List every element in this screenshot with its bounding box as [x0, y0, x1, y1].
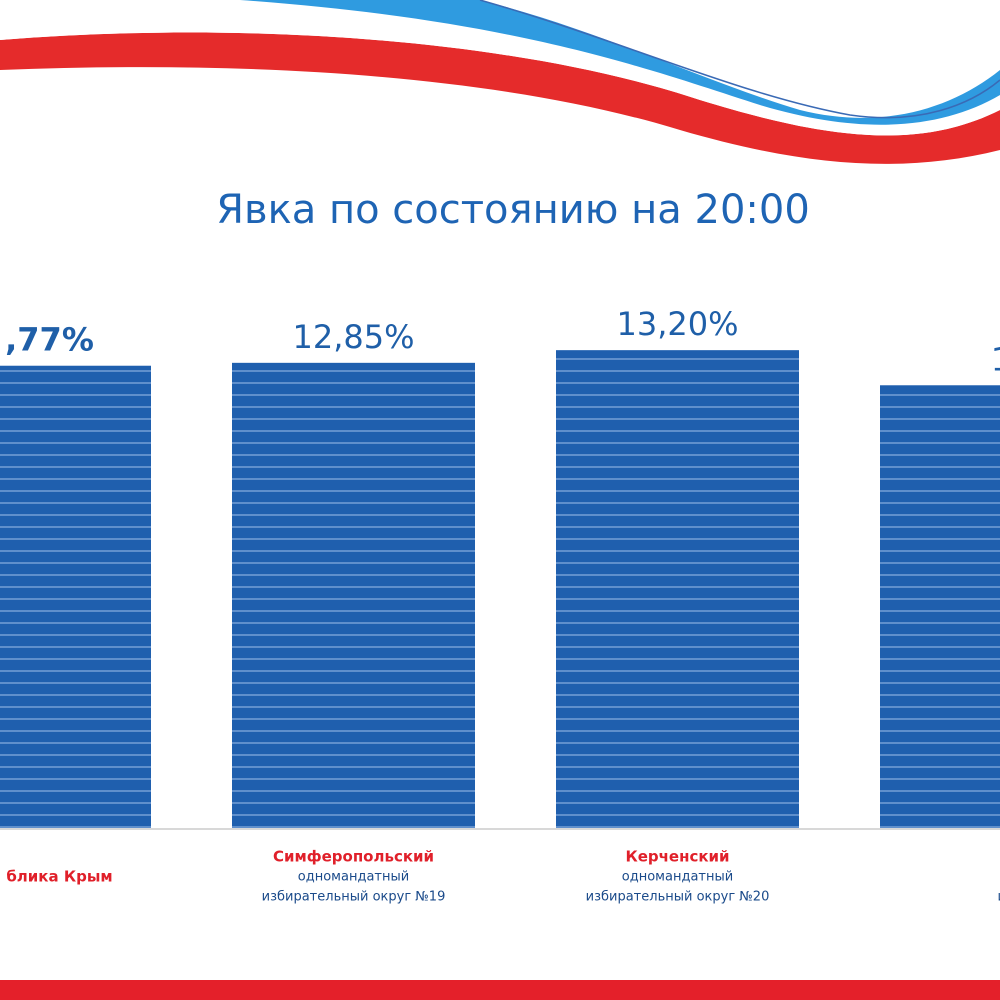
- x-tick-label: одномандатный: [622, 870, 733, 885]
- value-label: 13,20%: [616, 305, 738, 343]
- x-tick-label: Керченский: [625, 848, 729, 866]
- x-tick-label: избирательн: [997, 890, 1000, 905]
- bar: [556, 350, 799, 828]
- x-tick-label: избирательный округ №20: [586, 890, 770, 905]
- bar: [880, 385, 1000, 828]
- x-tick-label: Симферопольский: [273, 848, 434, 866]
- bar: [0, 365, 151, 828]
- flag-wave: [0, 0, 1000, 164]
- bottom-strip: [0, 980, 1000, 1000]
- x-tick-label: блика Крым: [6, 868, 112, 886]
- bar: [232, 362, 475, 828]
- x-tick-label: одномандатный: [298, 870, 409, 885]
- value-label: 12,85%: [292, 318, 414, 356]
- x-tick-label: избирательный округ №19: [262, 890, 446, 905]
- value-label: 12,2: [991, 340, 1000, 378]
- chart-title: Явка по состоянию на 20:00: [216, 187, 810, 233]
- value-label: ,77%: [5, 321, 94, 359]
